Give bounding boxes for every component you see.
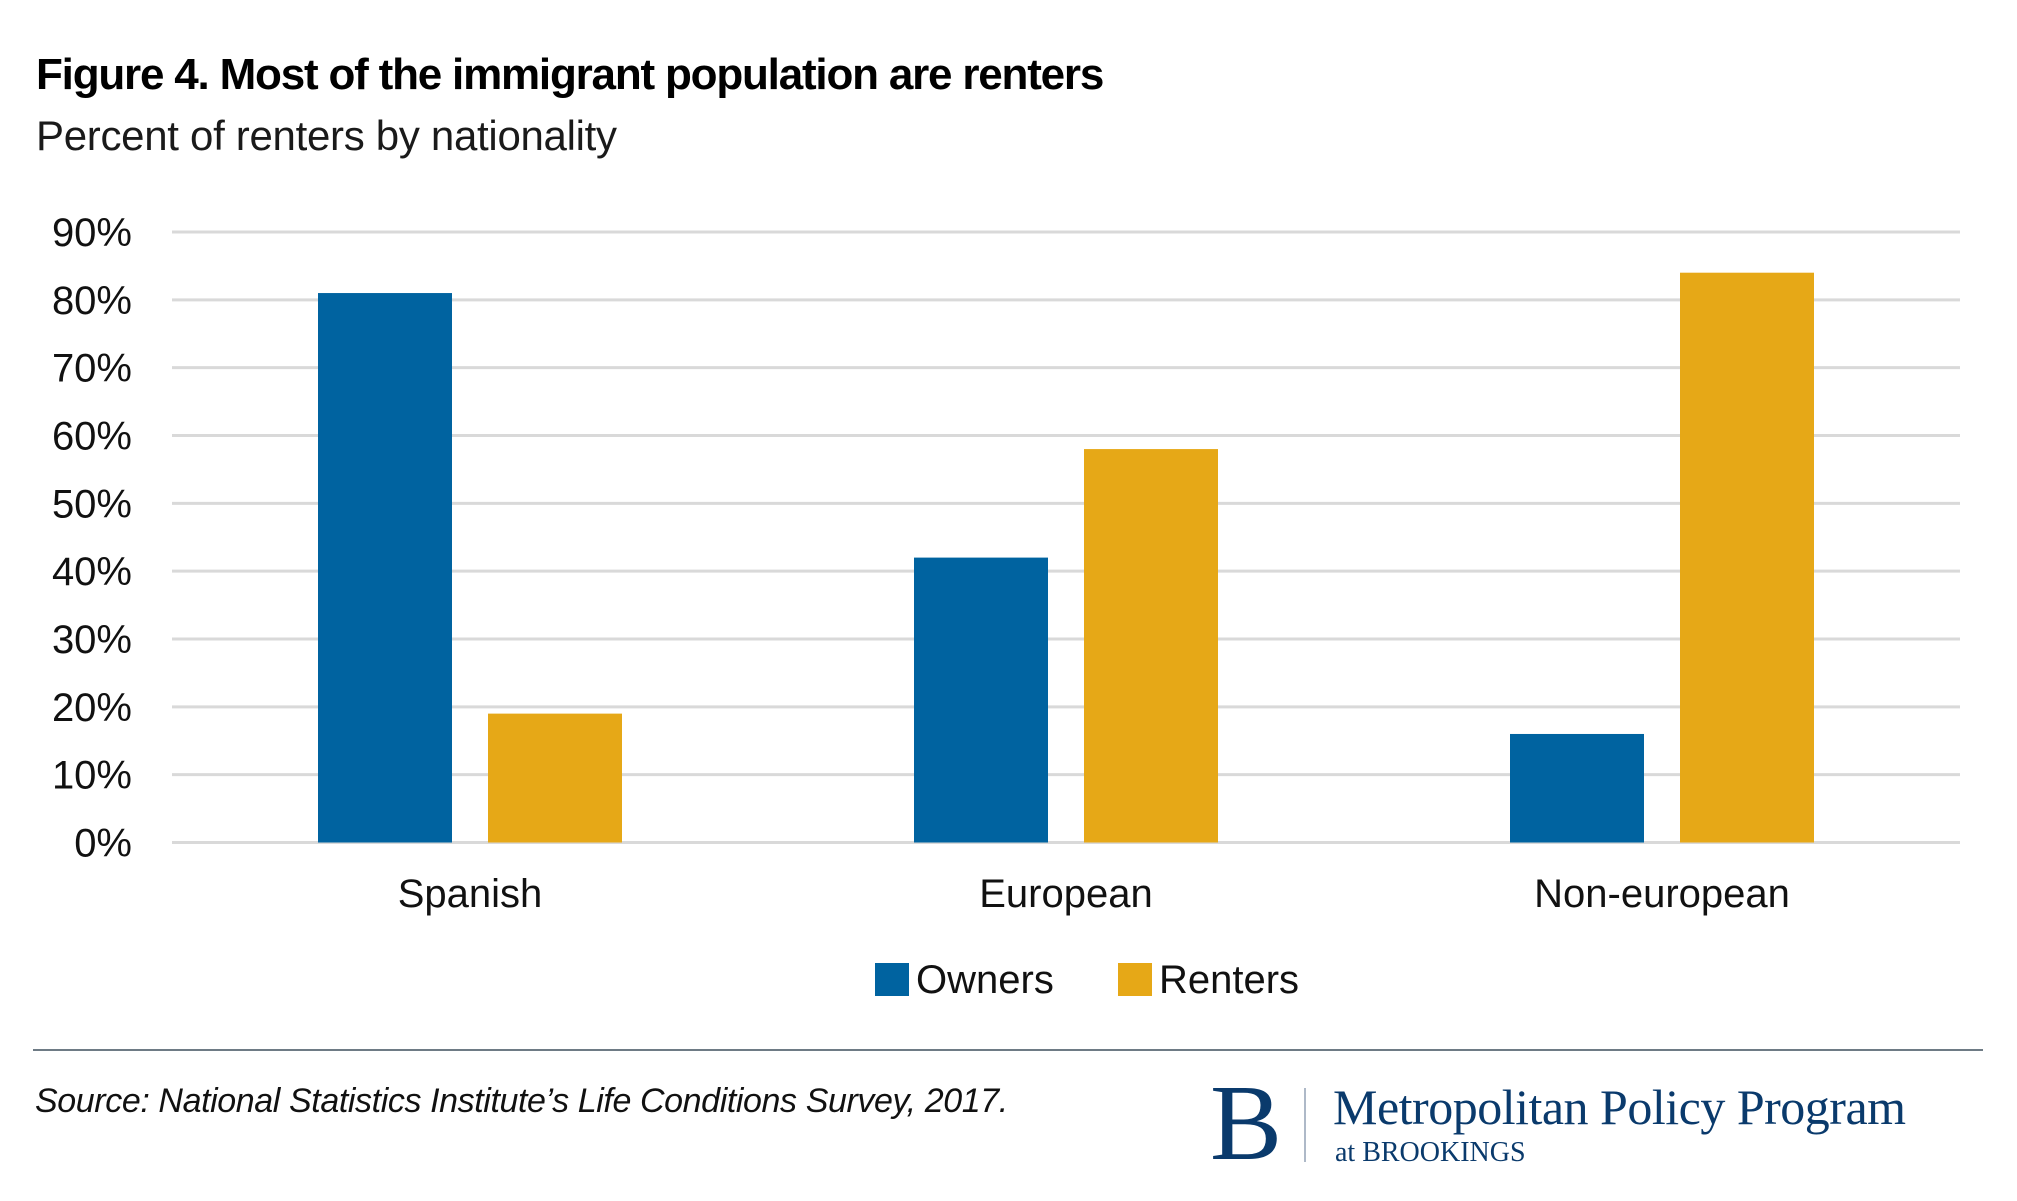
x-tick-label: Spanish: [398, 872, 543, 916]
legend-label-owners: Owners: [916, 958, 1054, 1002]
y-tick-label: 90%: [52, 211, 132, 255]
y-tick-label: 80%: [52, 279, 132, 323]
legend: Owners Renters: [875, 958, 1299, 1002]
x-tick-label: Non-european: [1534, 872, 1790, 916]
legend-swatch-renters: [1118, 963, 1152, 996]
source-note: Source: National Statistics Institute’s …: [35, 1082, 1008, 1120]
y-tick-label: 70%: [52, 347, 132, 391]
y-tick-label: 20%: [52, 686, 132, 730]
chart-title: Figure 4. Most of the immigrant populati…: [36, 50, 1104, 99]
bar-owners-non-european: [1510, 733, 1644, 843]
legend-swatch-owners: [875, 963, 909, 996]
gridlines: [172, 230, 1960, 844]
x-axis-tick-labels: Spanish European Non-european: [398, 872, 1790, 916]
y-tick-label: 60%: [52, 415, 132, 459]
y-tick-label: 10%: [52, 754, 132, 798]
logo-program-name: Metropolitan Policy Program: [1333, 1079, 1906, 1135]
y-tick-label: 30%: [52, 618, 132, 662]
bar-renters-spanish: [488, 713, 622, 843]
brookings-b-logo-icon: B: [1210, 1064, 1283, 1183]
bars: [318, 272, 1814, 843]
bar-chart: 0% 10% 20% 30% 40% 50% 60% 70% 80% 90% Spanish Eur…: [52, 211, 1960, 1002]
bar-renters-european: [1084, 449, 1218, 843]
y-tick-label: 0%: [74, 822, 132, 866]
chart-subtitle: Percent of renters by nationality: [36, 112, 617, 159]
logo-subtitle: at BROOKINGS: [1335, 1137, 1526, 1168]
y-axis-tick-labels: 0% 10% 20% 30% 40% 50% 60% 70% 80% 90%: [52, 211, 132, 866]
legend-label-renters: Renters: [1159, 958, 1299, 1002]
footer-divider: [33, 1049, 1983, 1051]
y-tick-label: 50%: [52, 482, 132, 526]
logo-divider: [1304, 1088, 1306, 1162]
bar-owners-spanish: [318, 293, 452, 843]
x-tick-label: European: [979, 872, 1152, 916]
bar-owners-european: [914, 557, 1048, 843]
bar-renters-non-european: [1680, 272, 1814, 843]
y-tick-label: 40%: [52, 550, 132, 594]
